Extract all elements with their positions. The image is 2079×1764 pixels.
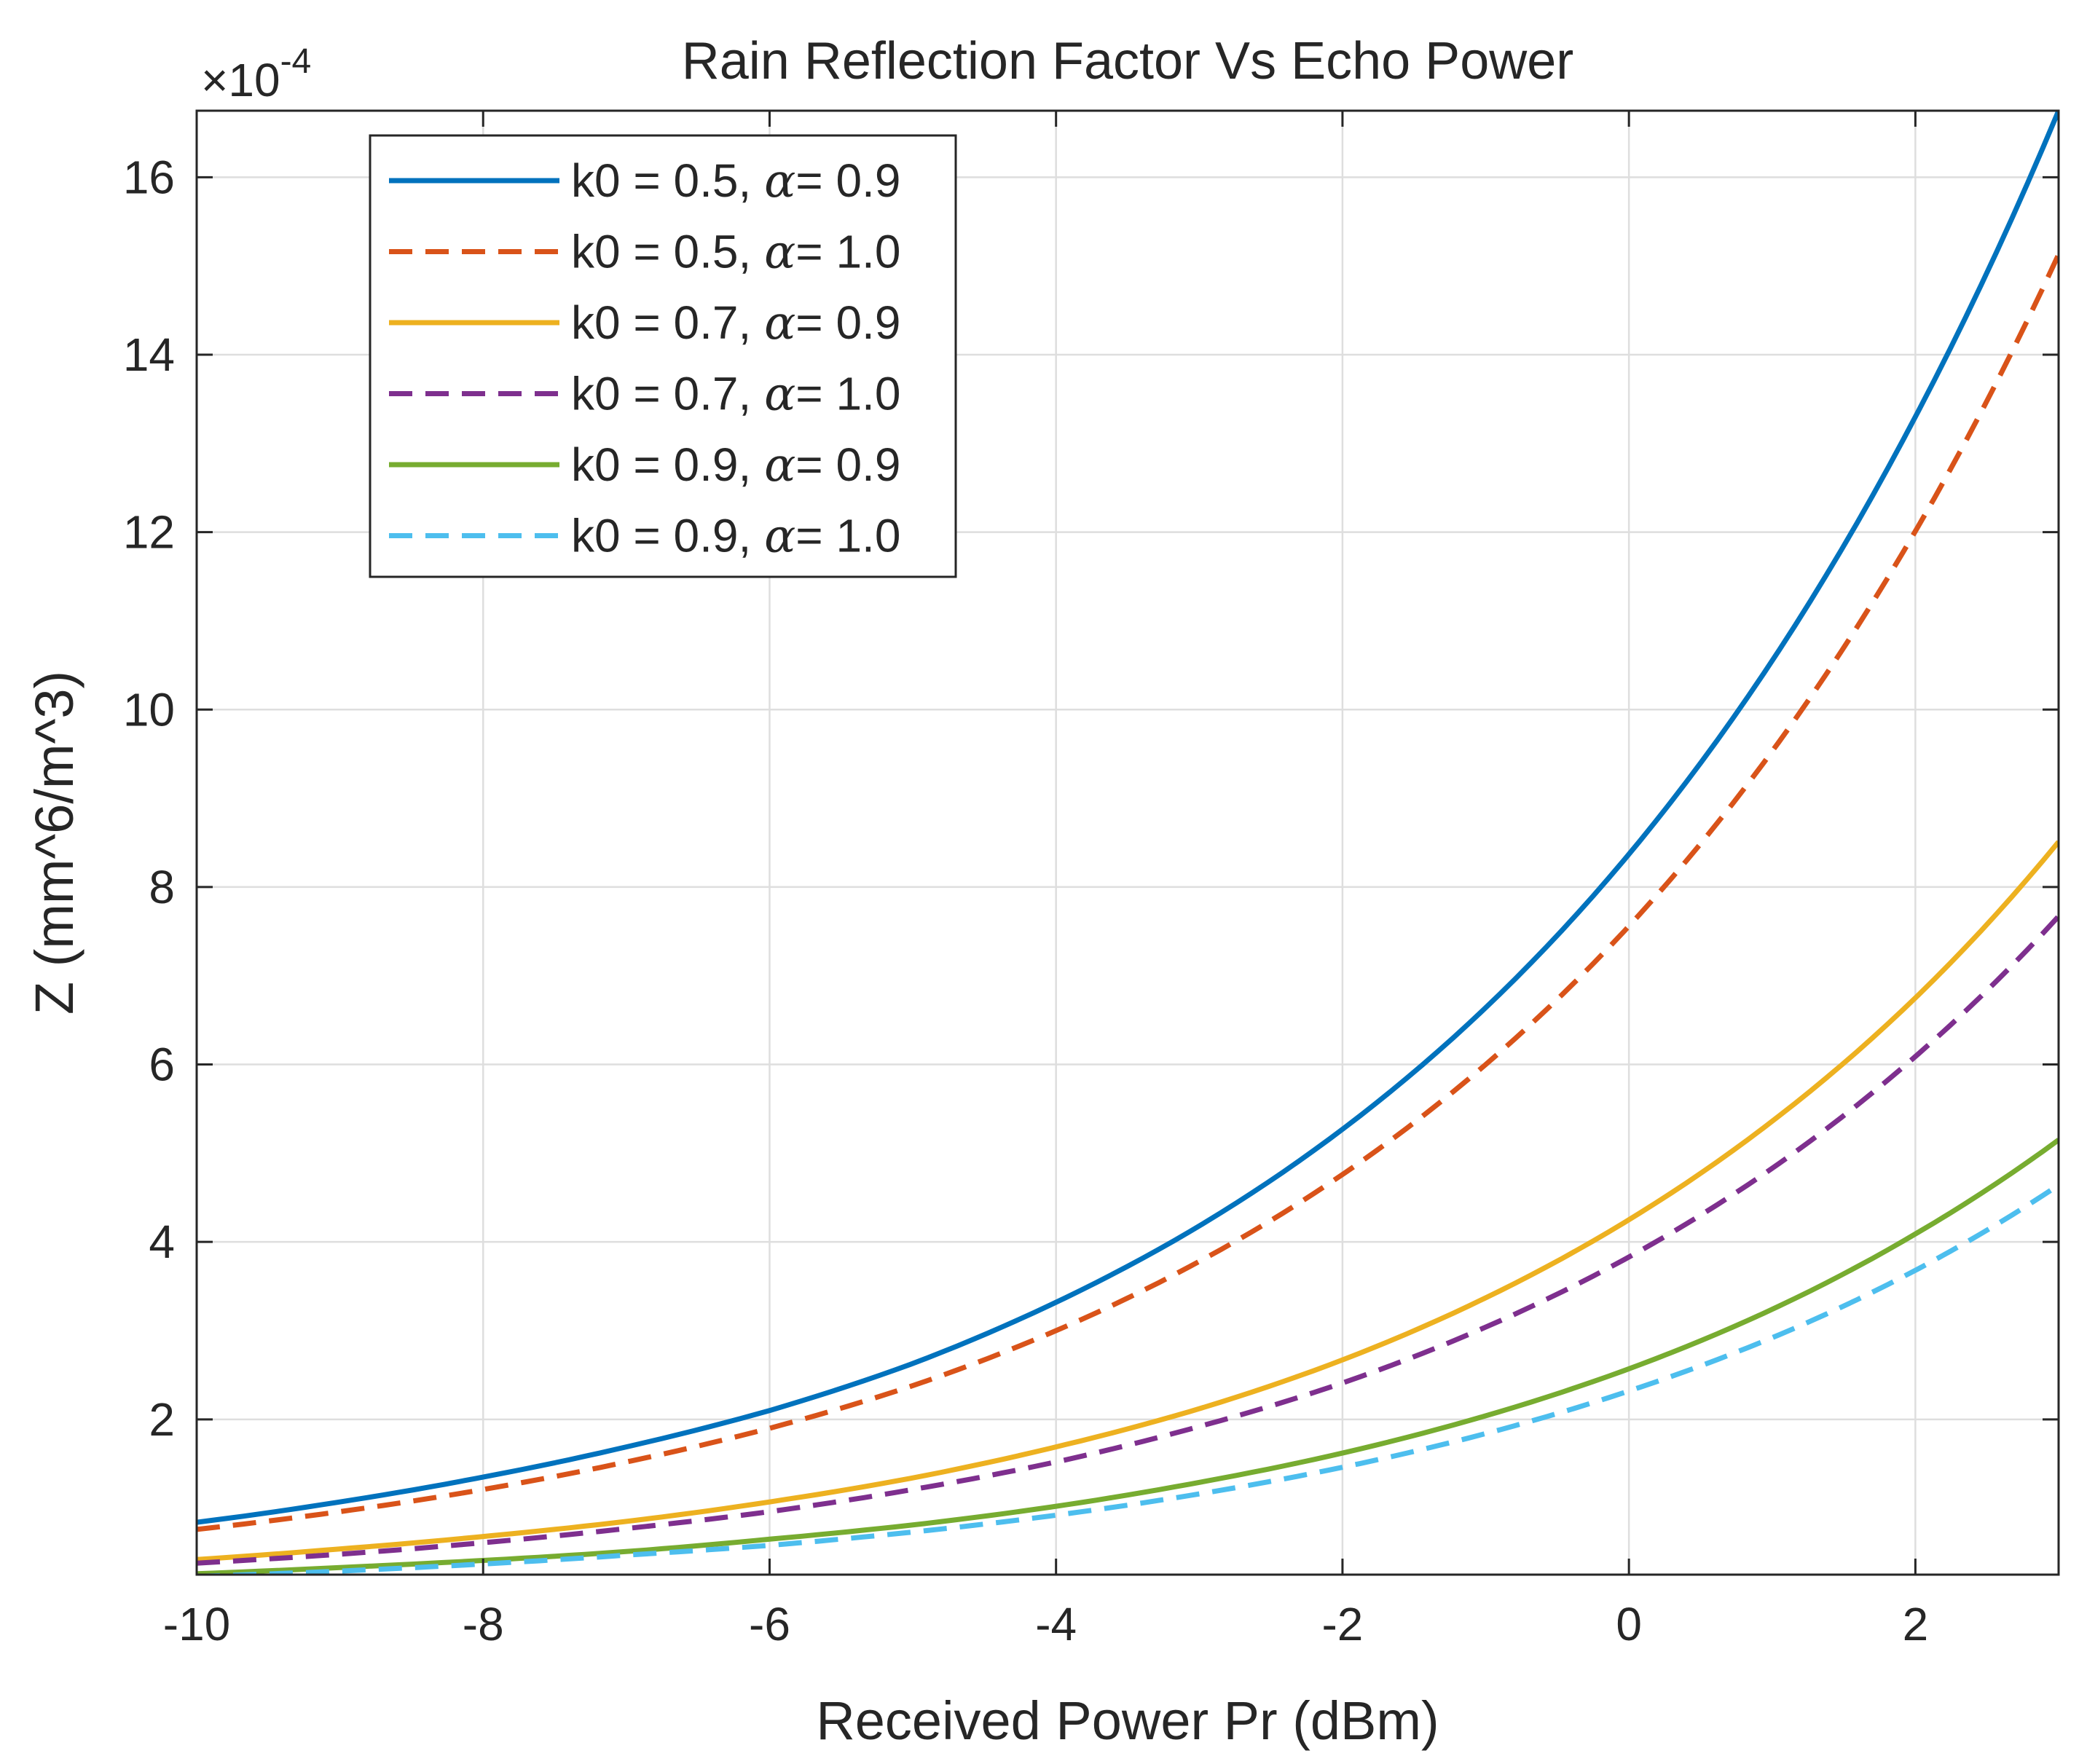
y-tick-label: 2: [149, 1393, 175, 1446]
y-tick-labels: 2 4 6 8 10 12 14 16: [123, 151, 175, 1445]
exponent-power: -4: [280, 42, 312, 81]
series-line-6: [197, 1183, 2059, 1575]
series-line-3: [197, 840, 2059, 1562]
legend-label-prefix: k0 = 0.9,: [571, 510, 764, 562]
legend-item-6: k0 = 0.9, α= 1.0: [389, 510, 900, 564]
x-tick-label: -4: [1035, 1598, 1077, 1650]
legend-label-prefix: k0 = 0.7,: [571, 368, 764, 420]
legend-label: k0 = 0.7, α= 1.0: [571, 368, 900, 422]
legend-label-suffix: = 0.9: [795, 438, 900, 491]
grid: [195, 111, 2059, 1575]
legend-label-suffix: = 1.0: [795, 226, 900, 278]
series-lines: [197, 111, 2059, 1575]
alpha-symbol: α: [764, 510, 795, 564]
legend-label: k0 = 0.7, α= 0.9: [571, 296, 900, 350]
legend-label-suffix: = 0.9: [795, 154, 900, 207]
y-exponent-label: ×10-4: [201, 42, 311, 106]
x-tick-label: 2: [1903, 1598, 1929, 1650]
axes-box: [195, 109, 2060, 1576]
legend-label: k0 = 0.5, α= 0.9: [571, 154, 900, 208]
legend-label-suffix: = 1.0: [795, 510, 900, 562]
y-tick-label: 16: [123, 151, 175, 203]
x-tick-label: -8: [463, 1598, 504, 1650]
legend-label: k0 = 0.9, α= 0.9: [571, 438, 900, 492]
legend-item-3: k0 = 0.7, α= 0.9: [389, 296, 900, 350]
alpha-symbol: α: [764, 438, 795, 492]
y-tick-label: 14: [123, 328, 175, 381]
legend-item-2: k0 = 0.5, α= 1.0: [389, 226, 900, 280]
legend-item-1: k0 = 0.5, α= 0.9: [389, 154, 900, 208]
x-axis-label: Received Power Pr (dBm): [816, 1690, 1439, 1751]
y-tick-label: 6: [149, 1039, 175, 1091]
series-line-4: [197, 914, 2059, 1566]
legend-box: [369, 134, 957, 578]
x-tick-label: -2: [1321, 1598, 1363, 1650]
exponent-base: ×10: [201, 54, 280, 106]
axis-ticks: [195, 111, 2059, 1575]
series-line-2: [197, 253, 2059, 1532]
alpha-symbol: α: [764, 296, 795, 350]
legend-items: k0 = 0.5, α= 0.9k0 = 0.5, α= 1.0k0 = 0.7…: [389, 154, 900, 564]
y-tick-label: 12: [123, 506, 175, 559]
legend-label-prefix: k0 = 0.5,: [571, 226, 764, 278]
legend-label: k0 = 0.9, α= 1.0: [571, 510, 900, 564]
y-axis-label: Z (mm^6/m^3): [24, 671, 85, 1015]
alpha-symbol: α: [764, 154, 795, 208]
x-tick-label: -10: [163, 1598, 231, 1650]
legend-label-prefix: k0 = 0.9,: [571, 438, 764, 491]
legend-item-4: k0 = 0.7, α= 1.0: [389, 368, 900, 422]
alpha-symbol: α: [764, 368, 795, 422]
chart-title: Rain Reflection Factor Vs Echo Power: [682, 32, 1574, 90]
x-tick-label: -6: [749, 1598, 790, 1650]
legend-label-prefix: k0 = 0.7,: [571, 296, 764, 349]
legend-label: k0 = 0.5, α= 1.0: [571, 226, 900, 280]
series-line-1: [197, 111, 2059, 1525]
legend-item-5: k0 = 0.9, α= 0.9: [389, 438, 900, 492]
legend: k0 = 0.5, α= 0.9k0 = 0.5, α= 1.0k0 = 0.7…: [369, 134, 957, 578]
x-tick-label: 0: [1616, 1598, 1642, 1650]
y-tick-label: 8: [149, 861, 175, 913]
legend-label-suffix: = 0.9: [795, 296, 900, 349]
alpha-symbol: α: [764, 226, 795, 280]
y-tick-label: 10: [123, 683, 175, 736]
legend-label-suffix: = 1.0: [795, 368, 900, 420]
series-line-5: [197, 1138, 2059, 1575]
legend-label-prefix: k0 = 0.5,: [571, 154, 764, 207]
y-tick-label: 4: [149, 1216, 175, 1268]
x-tick-labels: -10 -8 -6 -4 -2 0 2: [163, 1598, 1928, 1650]
